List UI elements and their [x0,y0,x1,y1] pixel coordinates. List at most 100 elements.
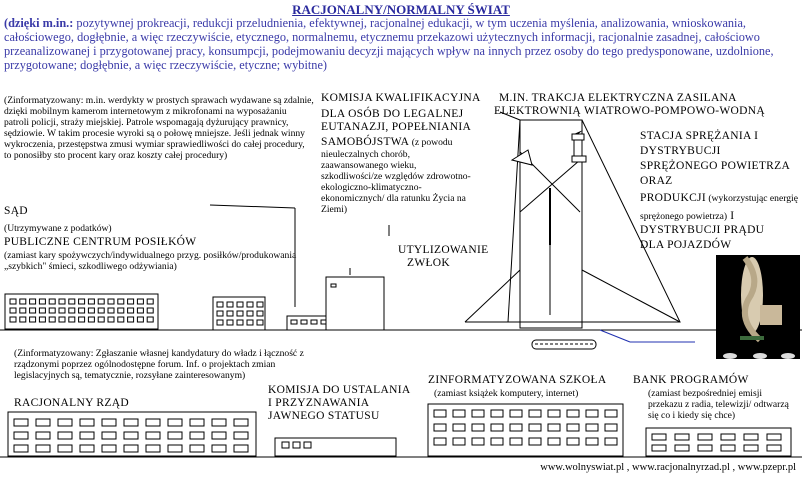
building-window [566,423,580,432]
building-window [490,423,504,432]
building-window [123,418,139,427]
building-window [35,431,51,440]
building-window [743,433,759,441]
building-window [101,431,117,440]
building-window [57,431,73,440]
building-window [697,444,713,452]
government-label: RACJONALNY RZĄD [14,397,129,409]
intro-body: pozytywnej prokreacji, redukcji przeludn… [4,16,774,72]
building-window [19,316,27,323]
building-window [68,307,76,314]
government-note: (Zinformatyzowany: Zgłaszanie własnej ka… [14,348,304,381]
building-window [471,423,485,432]
building-window [97,298,105,305]
building-window [127,316,135,323]
building-window [101,418,117,427]
building-window [87,316,95,323]
building-window [57,418,73,427]
station-label-5b: (wykorzystując energię sprężonego powiet… [640,193,798,222]
building-window [490,437,504,446]
building-window [167,444,183,453]
building-window [233,431,249,440]
status-label-1: KOMISJA DO USTALANIA [268,384,411,396]
building-window [68,298,76,305]
building-window [79,418,95,427]
building-window [9,316,17,323]
building-window [226,319,234,326]
building-window [127,307,135,314]
building-window [216,310,224,317]
building-window [58,298,66,305]
building-window [58,307,66,314]
building-window [674,444,690,452]
station-label-6: DYSTRYBUCJI PRĄDU [640,224,765,236]
building-window [79,431,95,440]
building-window [189,418,205,427]
building-window [101,444,117,453]
court-label: SĄD [4,205,28,217]
station-label-5a: PRODUKCJI [640,192,706,204]
bank-label: BANK PROGRAMÓW [633,374,749,386]
building-window [216,319,224,326]
building-window [146,298,154,305]
building-window [13,418,29,427]
status-label-2: I PRZYZNAWANIA [268,397,370,409]
building-window [528,423,542,432]
station-block: STACJA SPRĘŻANIA I DYSTRYBUCJI SPRĘŻONEG… [608,130,802,252]
building-window [146,316,154,323]
school-building [427,403,624,457]
building-window [68,316,76,323]
commission-label-2: DLA OSÓB DO LEGALNEJ [321,108,464,120]
building-window [167,431,183,440]
building-window [233,444,249,453]
building-window [651,433,667,441]
building-window [236,301,244,308]
disposal-building [325,268,385,331]
building-window [720,444,736,452]
food-center-building [4,293,159,330]
building-window [107,316,115,323]
court-connector [209,204,296,209]
building-window [509,437,523,446]
train [531,329,695,350]
building-window [236,319,244,326]
building-window [107,307,115,314]
building-window [452,409,466,418]
building-window [57,444,73,453]
station-label-4: ORAZ [640,175,673,187]
food-note: (Utrzymywane z podatków) [4,223,112,234]
building-window [226,301,234,308]
commission-label-1: KOMISJA KWALIFIKACYJNA [321,92,481,104]
status-commission-building [274,437,397,457]
disposal-label-2: ZWŁOK [407,257,451,269]
building-window [547,437,561,446]
building-window [38,307,46,314]
court-building [212,296,266,331]
building-window [87,298,95,305]
building-window [117,298,125,305]
building-window [509,423,523,432]
building-window [246,319,254,326]
station-label-5c: I [727,210,735,222]
building-window [433,409,447,418]
intro-lead: (dzięki m.in.: [4,16,74,30]
bank-desc: (zamiast bezpośredniej emisji przekazu z… [648,388,789,421]
building-window [547,409,561,418]
building-window [29,298,37,305]
station-label-2: DYSTRYBUCJI [640,145,721,157]
building-window [604,437,618,446]
station-label-3: SPRĘŻONEGO POWIETRZA [640,160,791,172]
food-label: PUBLICZNE CENTRUM POSIŁKÓW [4,236,197,248]
building-window [38,316,46,323]
building-window [585,409,599,418]
building-window [256,319,264,326]
food-desc: (zamiast kary spożywczych/indywidualnego… [4,250,297,272]
building-window [29,316,37,323]
disposal-label-1: UTYLIZOWANIE [398,244,489,256]
building-window [117,316,125,323]
building-window [433,423,447,432]
building-window [246,301,254,308]
building-window [452,423,466,432]
building-window [58,316,66,323]
building-window [78,307,86,314]
